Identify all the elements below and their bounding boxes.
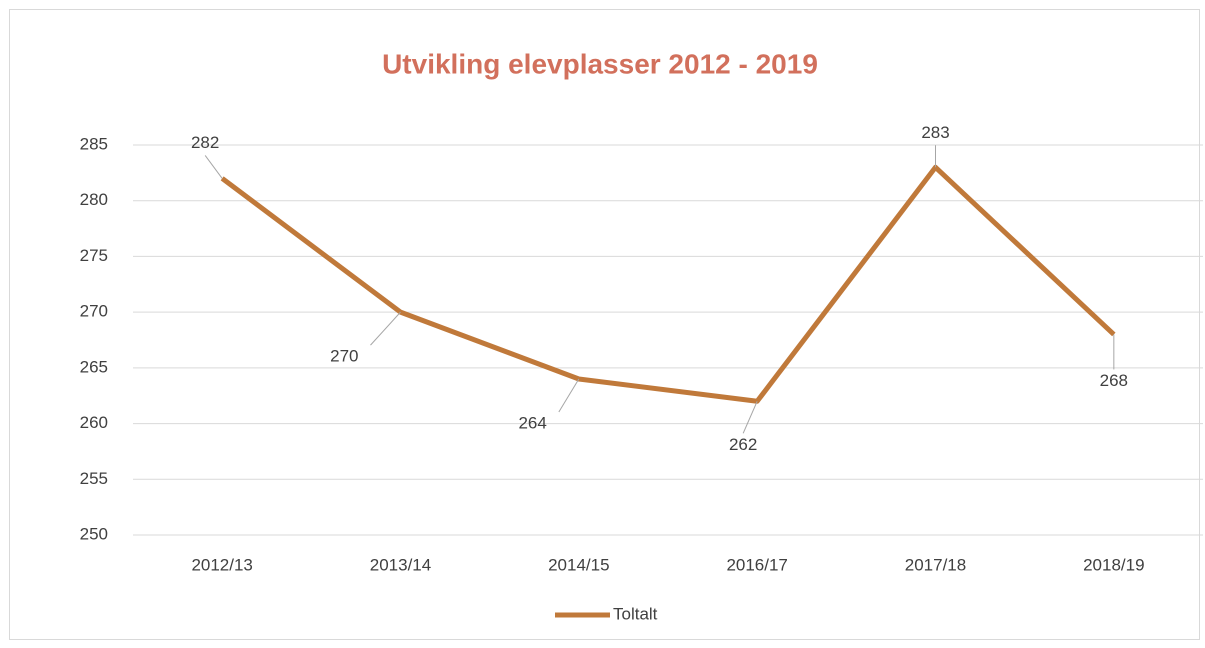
chart-title: Utvikling elevplasser 2012 - 2019	[382, 48, 818, 79]
x-tick-label: 2012/13	[191, 555, 252, 574]
y-tick-label: 250	[80, 524, 108, 543]
y-tick-label: 265	[80, 357, 108, 376]
data-label: 283	[921, 123, 949, 142]
y-tick-label: 275	[80, 246, 108, 265]
y-tick-label: 260	[80, 413, 108, 432]
x-tick-label: 2016/17	[726, 555, 787, 574]
chart-border	[9, 9, 1200, 640]
leader-line	[370, 311, 401, 346]
x-tick-label: 2014/15	[548, 555, 609, 574]
data-label: 268	[1100, 371, 1128, 390]
data-label: 270	[330, 347, 358, 366]
y-tick-label: 285	[80, 134, 108, 153]
data-label: 262	[729, 435, 757, 454]
legend-label: Toltalt	[613, 604, 658, 623]
y-tick-label: 270	[80, 302, 108, 321]
x-tick-label: 2018/19	[1083, 555, 1144, 574]
y-tick-label: 280	[80, 190, 108, 209]
y-tick-label: 255	[80, 469, 108, 488]
data-label: 282	[191, 133, 219, 152]
leader-line	[742, 401, 758, 434]
data-line	[220, 164, 1116, 404]
data-label: 264	[518, 413, 546, 432]
x-tick-label: 2013/14	[370, 555, 431, 574]
leader-line	[558, 378, 580, 413]
x-tick-label: 2017/18	[905, 555, 966, 574]
leader-line	[204, 155, 223, 179]
